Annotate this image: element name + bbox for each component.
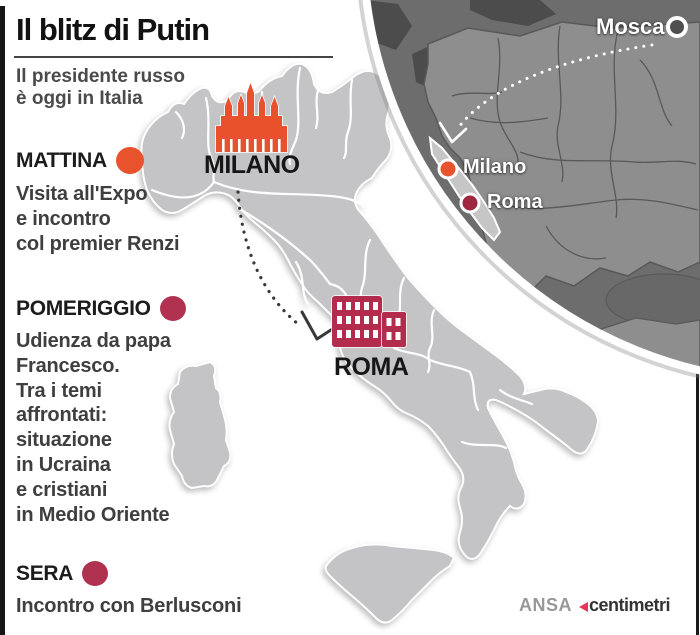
schedule-label: POMERIGGIO — [16, 296, 151, 320]
mattina-dot — [115, 147, 144, 174]
colosseum-icon — [331, 295, 407, 348]
page-title: Il blitz di Putin — [16, 12, 210, 47]
pomeriggio-dot — [159, 296, 186, 321]
credit-brand: centimetri — [589, 595, 671, 615]
schedule-label: MATTINA — [16, 148, 107, 172]
inset-mosca-label: Mosca — [596, 14, 665, 39]
schedule-label: SERA — [16, 561, 74, 585]
mosca-marker — [666, 16, 688, 38]
subtitle: Il presidente russo è oggi in Italia — [16, 66, 185, 110]
inset-country-borders — [451, 25, 699, 260]
left-border-bar — [0, 6, 5, 635]
roma-label: ROMA — [334, 353, 409, 381]
schedule-text-line: Tra i temi — [16, 379, 102, 402]
schedule-text-line: situazione — [16, 429, 112, 452]
schedule-text-line: in Medio Oriente — [16, 503, 170, 526]
schedule-text-line: col premier Renzi — [16, 232, 180, 255]
schedule-text-line: Incontro con Berlusconi — [16, 595, 242, 617]
schedule-text-line: Francesco. — [16, 354, 120, 377]
sera-dot — [82, 561, 109, 586]
schedule-heading-pomeriggio: POMERIGGIO — [16, 296, 186, 321]
inset-milano-label: Milano — [463, 156, 527, 178]
credit-arrow-icon — [579, 601, 589, 612]
schedule-text-line: affrontati: — [16, 404, 108, 427]
credit-agency: ANSA — [519, 595, 573, 615]
credit: ANSA centimetri — [519, 595, 671, 616]
route-milano-roma — [236, 190, 339, 341]
schedule-text-line: in Ucraina — [16, 453, 111, 476]
schedule-text-sera: Incontro con Berlusconi — [16, 594, 242, 619]
inset-milano-marker — [437, 158, 459, 180]
inset-roma-label: Roma — [487, 191, 543, 213]
subtitle-line: Il presidente russo — [16, 66, 185, 87]
sardinia — [168, 360, 232, 490]
duomo-icon — [215, 80, 288, 153]
milano-label: MILANO — [204, 151, 300, 179]
route-mosca-milano — [438, 43, 654, 144]
inset-roma-marker — [459, 192, 481, 214]
subtitle-line: è oggi in Italia — [16, 88, 143, 109]
schedule-text-line: Visita all'Expo — [16, 183, 148, 205]
schedule-heading-mattina: MATTINA — [16, 147, 144, 174]
schedule-heading-sera: SERA — [16, 561, 109, 586]
right-border-bar — [696, 372, 699, 635]
schedule-text-mattina: Visita all'Expo e incontro col premier R… — [16, 182, 180, 256]
route-arrowhead — [300, 310, 339, 341]
title-rule — [14, 56, 333, 58]
inset-route-arrowhead — [438, 121, 468, 144]
schedule-text-line: Udienza da papa — [16, 330, 171, 352]
sicily — [324, 543, 456, 624]
schedule-text-pomeriggio: Udienza da papa Francesco. Tra i temi af… — [16, 329, 171, 527]
schedule-text-line: e cristiani — [16, 478, 108, 501]
schedule-text-line: e incontro — [16, 207, 111, 230]
